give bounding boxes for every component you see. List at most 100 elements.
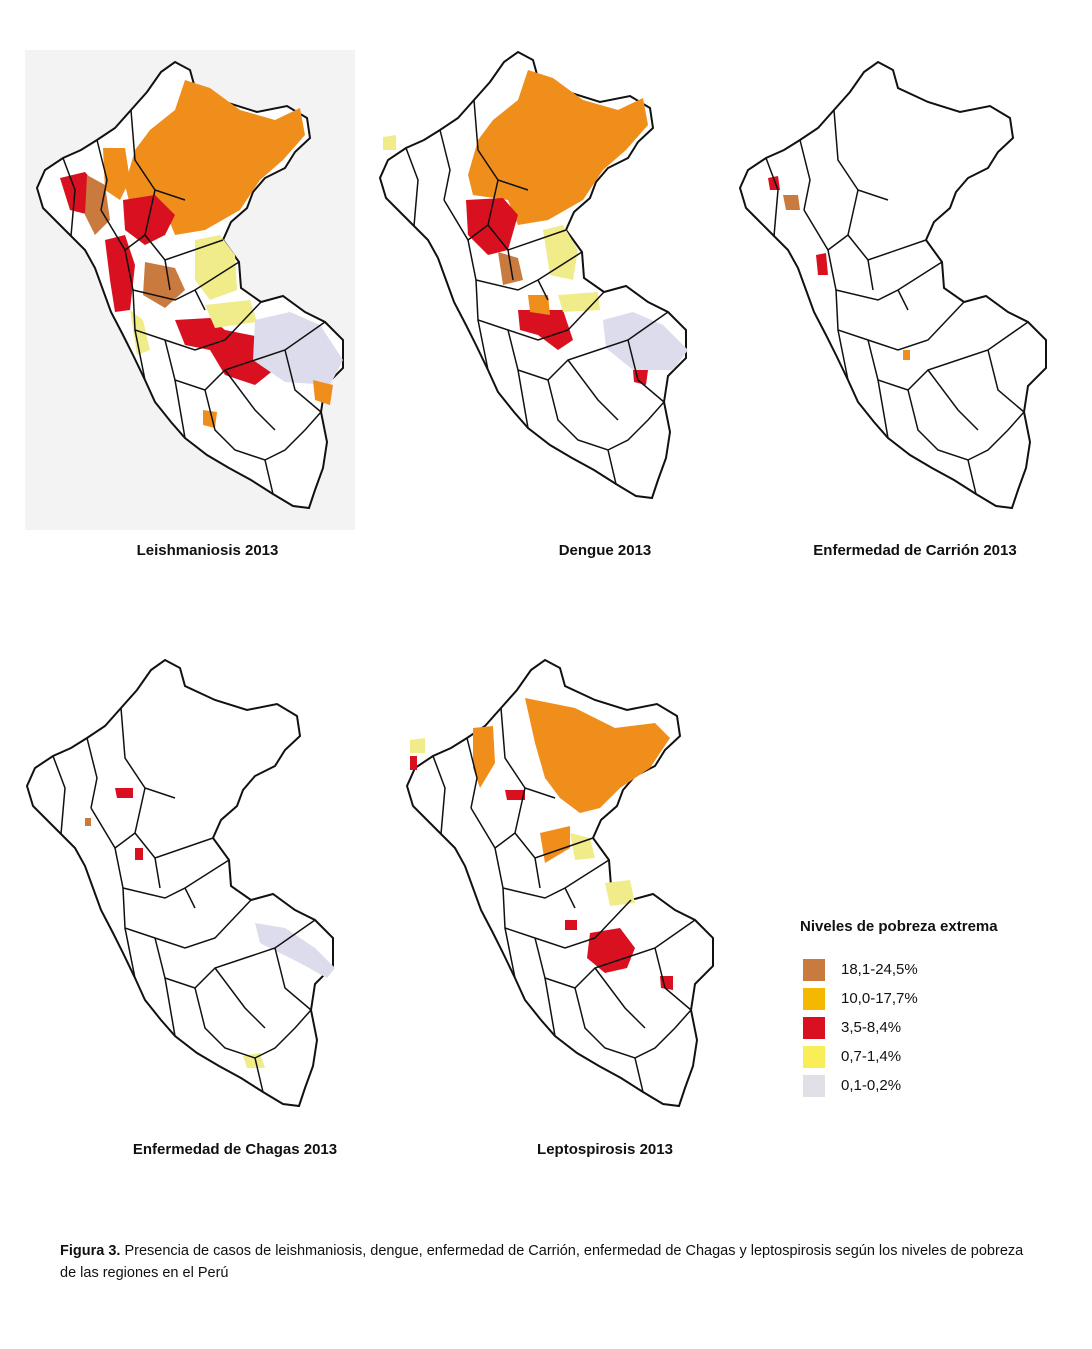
peru-map-icon	[405, 658, 714, 1108]
map-title: Enfermedad de Chagas 2013	[132, 1141, 338, 1158]
peru-map-icon	[378, 50, 688, 500]
legend-label: 18,1-24,5%	[841, 961, 918, 978]
area-35-c	[505, 790, 525, 800]
region-border	[274, 947, 312, 1011]
region-border	[144, 189, 224, 261]
legend-swatch	[803, 958, 825, 981]
region-border	[214, 967, 266, 1029]
region-border	[96, 139, 108, 211]
region-border	[500, 707, 556, 799]
area-35-e	[410, 756, 417, 770]
region-border	[837, 329, 849, 381]
region-border	[494, 847, 610, 899]
region-border	[987, 349, 1025, 413]
area-10	[525, 698, 670, 813]
area-35-b	[518, 310, 573, 350]
area-35-c	[105, 235, 135, 312]
area-07-c	[383, 135, 396, 150]
legend-item: 0,1-0,2%	[800, 1071, 1060, 1100]
legend-title: Niveles de pobreza extrema	[800, 918, 998, 935]
peru-outline	[738, 60, 1047, 510]
map-title: Dengue 2013	[558, 542, 652, 559]
region-border	[475, 279, 605, 341]
region-borders	[62, 109, 326, 495]
region-border	[514, 787, 594, 859]
legend-item: 10,0-17,7%	[800, 984, 1060, 1013]
region-border	[827, 249, 943, 301]
map-carrion	[728, 50, 1058, 520]
region-border	[405, 147, 419, 227]
region-border	[627, 339, 665, 403]
legend-swatch	[803, 1045, 825, 1068]
region-border	[86, 737, 98, 809]
region-border	[132, 289, 262, 351]
legend-swatch	[803, 987, 825, 1010]
area-10-b	[473, 726, 495, 788]
region-border	[174, 379, 186, 439]
region-border	[567, 359, 619, 421]
region-border	[224, 369, 276, 431]
region-border	[564, 887, 576, 909]
caption-text: Presencia de casos de leishmaniosis, den…	[60, 1243, 1024, 1281]
area-35-b	[135, 848, 143, 860]
area-01	[603, 312, 688, 370]
region-border	[607, 449, 617, 485]
region-border	[62, 157, 76, 237]
region-border	[284, 349, 322, 413]
area-10-b	[103, 148, 130, 200]
region-border	[835, 289, 965, 351]
region-borders	[432, 707, 696, 1093]
region-border	[473, 99, 529, 191]
region-border	[134, 787, 214, 859]
region-border	[487, 179, 567, 251]
region-border	[477, 319, 489, 371]
region-border	[194, 289, 206, 311]
region-border	[432, 755, 446, 835]
area-35-b	[816, 253, 828, 275]
region-border	[164, 977, 176, 1037]
region-border	[120, 707, 176, 799]
region-border	[114, 847, 230, 899]
peru-map-icon	[738, 60, 1047, 510]
area-01	[255, 923, 335, 978]
legend-item: 18,1-24,5%	[800, 955, 1060, 984]
region-border	[967, 459, 977, 495]
legend-label: 10,0-17,7%	[841, 990, 918, 1007]
region-border	[467, 239, 583, 291]
area-10	[903, 350, 910, 360]
region-border	[466, 737, 478, 809]
area-35	[466, 198, 518, 255]
legend-item: 3,5-8,4%	[800, 1013, 1060, 1042]
area-18	[85, 818, 91, 826]
area-35	[115, 788, 133, 798]
area-35-d	[175, 318, 280, 385]
area-10	[125, 80, 305, 235]
region-border	[254, 1057, 264, 1093]
caption-label: Figura 3.	[60, 1243, 121, 1259]
legend-swatch	[803, 1074, 825, 1097]
region-border	[507, 249, 514, 281]
map-title: Leptospirosis 2013	[537, 1141, 673, 1158]
area-07	[543, 225, 578, 280]
region-border	[897, 289, 909, 311]
area-10	[468, 70, 648, 225]
region-border	[537, 279, 549, 301]
legend-item: 0,7-1,4%	[800, 1042, 1060, 1071]
region-borders	[405, 99, 669, 485]
region-borders	[765, 109, 1029, 495]
region-border	[52, 755, 66, 835]
area-35	[587, 928, 635, 973]
legend-label: 0,1-0,2%	[841, 1077, 902, 1094]
region-border	[130, 109, 186, 201]
legend-label: 3,5-8,4%	[841, 1019, 902, 1036]
region-border	[847, 189, 927, 261]
map-title: Leishmaniosis 2013	[136, 542, 279, 559]
region-borders	[52, 707, 316, 1093]
area-10-c	[313, 380, 333, 405]
region-border	[927, 369, 979, 431]
region-border	[134, 329, 146, 381]
area-18	[783, 195, 800, 210]
region-border	[799, 139, 811, 211]
region-border	[765, 157, 779, 237]
region-border	[534, 857, 541, 889]
